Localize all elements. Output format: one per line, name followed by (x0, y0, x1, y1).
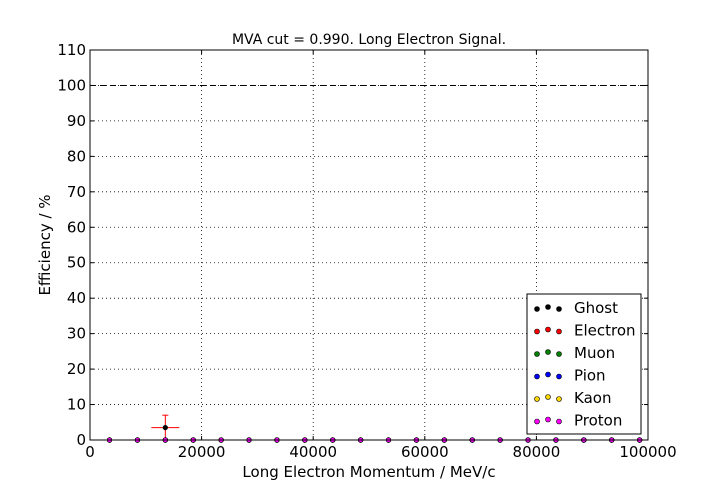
legend-marker (556, 351, 562, 357)
legend-marker (545, 371, 551, 378)
legend-entry-electron: Electron (534, 322, 636, 340)
chart-title: MVA cut = 0.990. Long Electron Signal. (232, 32, 506, 48)
legend-marker (534, 351, 540, 357)
y-tick-label: 100 (57, 76, 86, 94)
legend-marker (534, 306, 540, 312)
y-axis-title: Efficiency / % (36, 194, 54, 295)
legend-label: Proton (574, 412, 622, 430)
x-tick-label: 100000 (619, 443, 676, 461)
legend-marker (556, 328, 562, 335)
x-tick-label: 80000 (513, 443, 561, 461)
legend-marker (556, 396, 562, 402)
legend-marker (545, 349, 551, 355)
legend-marker (545, 326, 551, 333)
legend: Ghost Electron Muon Pion Kaon Proton (526, 293, 642, 435)
x-tick-label: 20000 (178, 443, 226, 461)
x-tick-label: 60000 (401, 443, 449, 461)
y-tick-label: 40 (67, 289, 86, 307)
legend-marker (556, 418, 562, 425)
y-tick-label: 20 (67, 360, 86, 378)
legend-marker (534, 328, 540, 335)
legend-box (526, 293, 642, 435)
y-tick-label: 60 (67, 218, 86, 236)
x-tick-label: 40000 (289, 443, 337, 461)
legend-entry-proton: Proton (534, 412, 622, 430)
axis-ticks: 0 20000 40000 60000 80000 100000 0 10 20 30 40 50 60… (57, 41, 676, 461)
x-tick-label: 0 (85, 443, 95, 461)
plot-frame (89, 49, 649, 441)
legend-marker (556, 306, 562, 312)
legend-marker (545, 304, 551, 310)
legend-entry-ghost: Ghost (534, 299, 618, 317)
data-point-electron (162, 424, 168, 431)
legend-label: Muon (574, 344, 615, 362)
legend-label: Pion (574, 367, 606, 385)
legend-label: Electron (574, 322, 636, 340)
y-tick-label: 30 (67, 325, 86, 343)
y-tick-label: 110 (57, 41, 86, 59)
x-axis-title: Long Electron Momentum / MeV/c (242, 463, 495, 481)
legend-marker (556, 373, 562, 380)
legend-entry-pion: Pion (534, 367, 606, 385)
y-tick-label: 10 (67, 396, 86, 414)
legend-marker (534, 396, 540, 402)
legend-entry-muon: Muon (534, 344, 615, 362)
legend-marker (534, 373, 540, 380)
y-tick-label: 80 (67, 147, 86, 165)
legend-label: Kaon (574, 389, 611, 407)
legend-marker (545, 394, 551, 400)
legend-marker (545, 416, 551, 423)
legend-entry-kaon: Kaon (534, 389, 611, 407)
y-tick-label: 90 (67, 112, 86, 130)
legend-label: Ghost (574, 299, 618, 317)
y-tick-label: 0 (76, 431, 86, 449)
y-tick-label: 50 (67, 254, 86, 272)
legend-marker (534, 418, 540, 425)
y-tick-label: 70 (67, 183, 86, 201)
